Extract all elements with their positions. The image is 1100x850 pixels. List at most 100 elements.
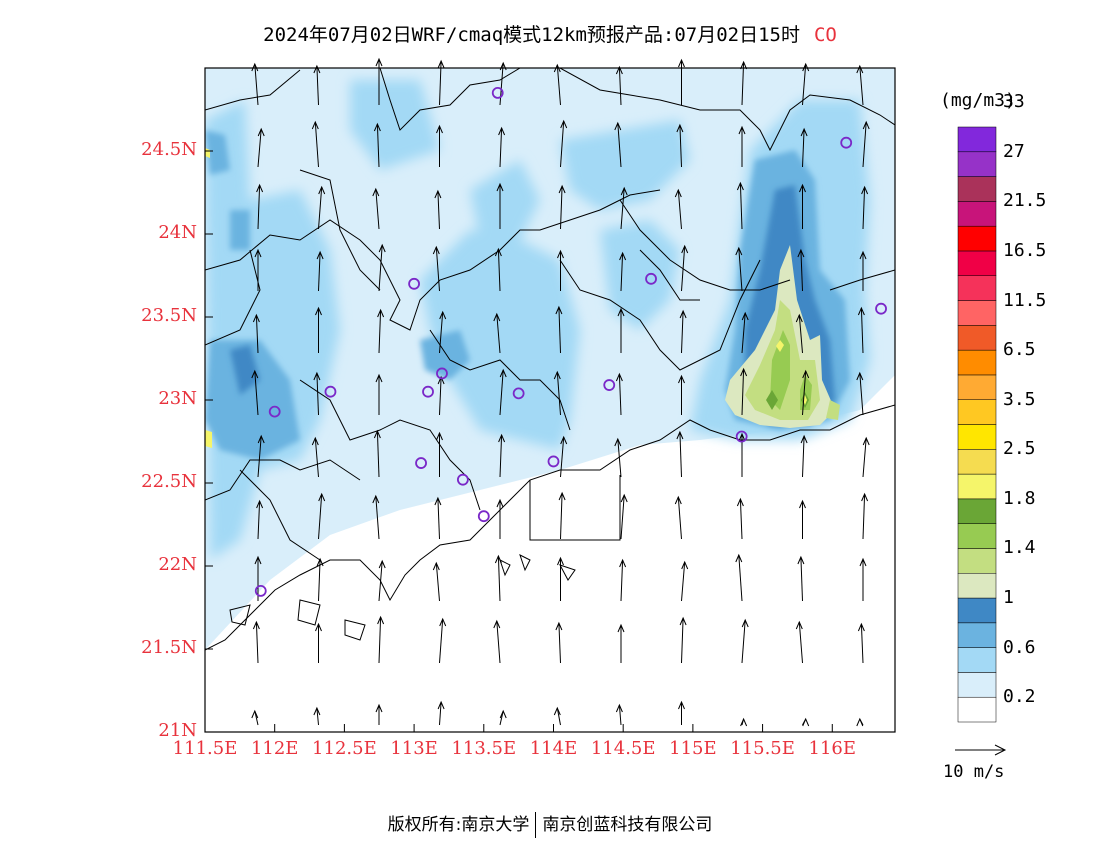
station-marker	[735, 430, 748, 443]
lat-label: 22N	[158, 554, 197, 575]
wind-arrow	[738, 125, 746, 167]
wind-arrow	[560, 119, 568, 168]
colorbar-label: 6.5	[1003, 339, 1036, 361]
wind-arrow	[372, 187, 380, 230]
wind-arrow	[378, 243, 386, 292]
concentration-field	[205, 68, 895, 732]
wind-arrow	[557, 249, 564, 291]
colorbar-swatch	[957, 275, 997, 301]
lat-label: 23N	[158, 388, 197, 409]
wind-arrow	[375, 373, 383, 415]
wind-arrow	[795, 620, 803, 664]
lon-label: 113E	[390, 738, 438, 759]
wind-arrow	[802, 62, 810, 106]
wind-arrow	[256, 183, 264, 230]
wind-arrow	[437, 59, 445, 106]
colorbar-swatch	[957, 473, 997, 500]
wind-arrow	[498, 433, 506, 478]
footer-separator	[535, 812, 537, 838]
colorbar-label: 21.5	[1003, 190, 1047, 212]
islands	[229, 554, 576, 641]
wind-arrow	[797, 248, 805, 292]
wind-arrow	[558, 491, 566, 540]
wind-arrow	[857, 622, 865, 664]
wind-arrow	[681, 560, 689, 602]
station-marker	[875, 302, 887, 315]
station-marker	[840, 136, 853, 149]
wind-arrow	[856, 371, 864, 416]
wind-arrow	[736, 181, 744, 230]
colorbar-label: 0.6	[1003, 636, 1036, 658]
wind-arrow	[494, 247, 502, 292]
map-title: 2024年07月02日WRF/cmaq模式12km预报产品:07月02日15时 C…	[0, 20, 1100, 47]
colorbar-swatch	[957, 498, 997, 524]
wind-arrow	[313, 64, 321, 106]
lat-label: 21N	[158, 720, 197, 741]
wind-arrow	[678, 374, 685, 415]
wind-arrow	[619, 558, 627, 602]
colorbar-swatch	[957, 325, 997, 351]
wind-arrow	[674, 495, 682, 540]
wind-arrow	[436, 124, 443, 167]
wind-arrow	[797, 555, 805, 602]
wind-arrow	[740, 717, 748, 727]
wind-arrow	[377, 615, 385, 664]
station-marker	[547, 455, 560, 468]
wind-arrow	[251, 709, 259, 726]
wind-arrow	[372, 494, 380, 540]
lon-label: 112E	[250, 738, 299, 759]
colorbar-swatch	[957, 374, 997, 400]
station-marker	[324, 385, 337, 398]
wind-arrow	[254, 555, 262, 601]
wind-arrow	[741, 311, 749, 354]
reference-vector	[955, 744, 1007, 756]
colorbar-swatch	[957, 672, 997, 698]
wind-arrow	[557, 556, 564, 601]
wind-arrow	[857, 306, 865, 354]
wind-arrow	[256, 499, 264, 540]
wind-arrow	[375, 57, 383, 105]
colorbar-label: 33	[1003, 91, 1025, 113]
copyright-left: 版权所有:南京大学	[387, 815, 530, 835]
lon-label: 114.5E	[590, 738, 656, 759]
lon-label: 115.5E	[730, 738, 795, 759]
station-marker	[254, 585, 267, 597]
wind-arrow	[617, 307, 625, 353]
colorbar-swatch	[957, 573, 997, 599]
colorbar-swatch	[957, 126, 997, 153]
wind-arrow	[251, 369, 259, 416]
colorbar-label: 11.5	[1003, 289, 1047, 311]
wind-arrow	[375, 703, 383, 725]
title-text: 2024年07月02日WRF/cmaq模式12km预报产品:07月02日15时	[263, 24, 800, 46]
lat-label: 21.5N	[141, 637, 197, 658]
wind-arrow	[252, 620, 260, 664]
colorbar-swatch	[957, 300, 997, 326]
wind-arrow	[676, 430, 684, 478]
station-marker	[436, 367, 448, 380]
wind-arrow	[377, 308, 385, 354]
wind-arrow	[799, 499, 806, 539]
wind-arrow	[862, 436, 870, 478]
wind-arrow	[740, 60, 748, 106]
colorbar-label: 3.5	[1003, 388, 1036, 410]
wind-arrow	[437, 375, 445, 416]
wind-arrow	[741, 618, 749, 664]
lon-label: 111.5E	[172, 738, 238, 759]
wind-arrow	[378, 559, 386, 602]
lon-label: 113.5E	[451, 738, 517, 759]
wind-arrow	[553, 370, 561, 416]
colorbar-swatch	[957, 622, 997, 648]
wind-arrow	[795, 313, 803, 354]
colorbar-swatch	[957, 250, 997, 276]
wind-arrow	[432, 245, 440, 292]
colorbar-swatch	[957, 647, 997, 673]
wind-arrow	[679, 309, 687, 354]
wind-arrow	[861, 492, 869, 540]
wind-arrow	[615, 703, 623, 726]
wind-arrow	[498, 126, 506, 168]
lon-label: 112.5E	[312, 738, 377, 759]
wind-arrow	[311, 120, 319, 168]
wind-arrow	[496, 498, 504, 539]
colorbar-swatch	[957, 225, 997, 252]
wind-arrow	[254, 248, 262, 291]
